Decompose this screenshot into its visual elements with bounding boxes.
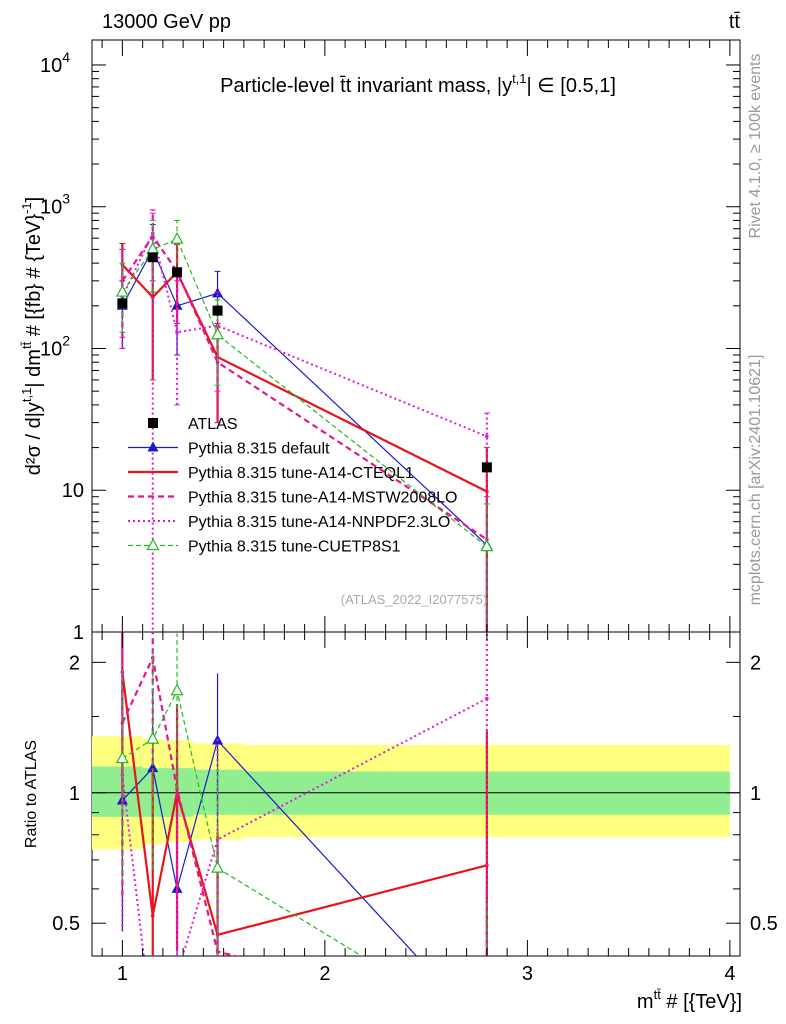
data-point [175,330,179,335]
atlas-data-point [117,298,128,309]
atlas-data-point [172,267,183,278]
ratio-y-tick-label: 2 [69,652,80,674]
legend-label: Pythia 8.315 tune-CUETP8S1 [188,539,401,556]
legend-label: Pythia 8.315 tune-A14-NNPDF2.3LO [188,514,450,531]
ratio-y-axis-label: Ratio to ATLAS [23,740,40,848]
legend-label: Pythia 8.315 tune-A14-MSTW2008LO [188,490,457,507]
legend-entry: Pythia 8.315 tune-A14-MSTW2008LO [128,490,457,507]
uncertainty-band-green [193,769,244,815]
process-label: tt̄ [729,11,741,33]
main-plot-area [115,209,494,632]
ratio-panel: 2 2 1 1 0.5 0.5 Ratio to ATLAS [23,631,778,1022]
ratio-y-axis: 2 2 1 1 0.5 0.5 [52,652,778,935]
ratio-point [485,1018,489,1022]
legend: ATLAS Pythia 8.315 default Pythia 8.315 tu… [128,416,457,556]
plot-title: Particle-level t̄t invariant mass, |yt,1… [220,71,616,97]
data-point [485,489,489,494]
rivet-version-label: Rivet 4.1.0, ≥ 100k events [747,54,764,239]
y-tick-label: 104 [40,49,70,77]
legend-entry: Pythia 8.315 tune-CUETP8S1 [128,538,401,556]
ratio-point [175,973,179,977]
y-tick-label: 10 [62,480,84,502]
ratio-point [115,751,129,764]
atlas-data-point [212,305,223,316]
ratio-point [146,731,160,744]
ratio-point [485,696,489,701]
series-line [121,238,488,548]
data-point [215,360,220,365]
legend-label: Pythia 8.315 tune-A14-CTEQL1 [188,465,414,482]
energy-label: 13000 GeV pp [102,11,231,33]
ratio-y-tick-label: 0.5 [52,913,80,935]
legend-marker [146,538,160,551]
y-tick-label: 1 [73,622,84,644]
ratio-point [120,721,125,725]
data-point [485,434,489,439]
series-line [121,230,488,438]
atlas-data-point [481,462,492,473]
legend-entry: Pythia 8.315 default [128,441,330,458]
ratio-series-0 [116,673,488,956]
y-tick-label: 103 [40,191,70,219]
atlas-data-point [147,252,158,263]
mcplots-label: mcplots.cern.ch [arXiv:2401.10621] [747,355,764,606]
ratio-y-tick-label-right: 2 [750,652,761,674]
ratio-series-4 [115,633,488,956]
legend-marker [147,441,159,452]
x-tick-label: 3 [522,963,533,985]
x-axis: 1 2 3 4 [101,40,735,985]
ratio-point [211,860,225,873]
ratio-y-tick-label-right: 1 [750,783,761,805]
legend-entry: Pythia 8.315 tune-A14-CTEQL1 [128,465,414,482]
legend-label: ATLAS [188,416,238,433]
x-tick-label: 4 [724,963,735,985]
legend-marker [148,418,158,428]
ratio-y-tick-label: 1 [69,783,80,805]
legend-entry: Pythia 8.315 tune-A14-NNPDF2.3LO [128,514,450,531]
ratio-point [175,787,179,791]
x-tick-label: 1 [117,963,128,985]
series-line [121,234,488,541]
data-point [211,327,225,340]
legend-entry: ATLAS [148,416,238,433]
y-tick-label: 102 [40,332,70,360]
data-point [115,284,129,297]
legend-label: Pythia 8.315 default [188,441,330,458]
data-point [170,231,184,244]
ratio-point [147,762,159,773]
main-panel: Particle-level t̄t invariant mass, |yt,1… [19,39,741,644]
y-axis-label: d²σ / d|yt,1| dmtt̄ # [{fb} # {TeV}-1] [19,197,45,475]
ratio-point [170,683,184,696]
ratio-point [150,914,155,918]
analysis-watermark: (ATLAS_2022_I2077575) [341,592,487,607]
ratio-plot-area [92,632,740,1022]
x-tick-label: 2 [319,963,330,985]
ratio-y-tick-label-right: 0.5 [750,913,778,935]
data-point [480,539,494,552]
x-axis-label: mtt̄ # [{TeV}] [637,987,742,1013]
